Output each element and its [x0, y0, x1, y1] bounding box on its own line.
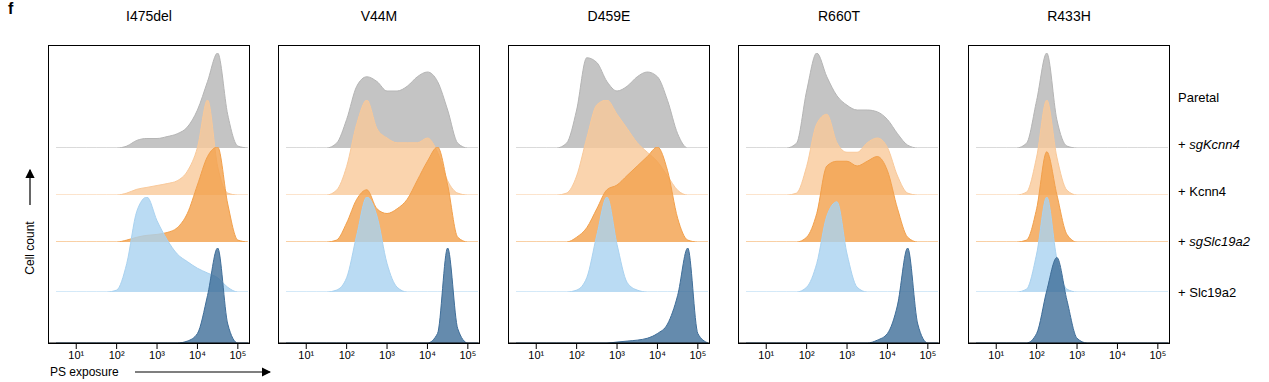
- svg-text:10⁴: 10⁴: [189, 349, 206, 361]
- svg-text:10⁵: 10⁵: [229, 349, 246, 361]
- html-text:+ Slc19a2: + Slc19a2: [1178, 285, 1237, 300]
- svg-text:10⁴: 10⁴: [419, 349, 436, 361]
- svg-text:10³: 10³: [1069, 349, 1085, 361]
- html-text:f: f: [8, 0, 14, 17]
- svg-text:10³: 10³: [149, 349, 165, 361]
- svg-text:10³: 10³: [839, 349, 855, 361]
- svg-text:10³: 10³: [609, 349, 625, 361]
- svg-text:10³: 10³: [379, 349, 395, 361]
- svg-text:10¹: 10¹: [758, 349, 774, 361]
- svg-text:10²: 10²: [109, 349, 125, 361]
- svg-text:10¹: 10¹: [68, 349, 84, 361]
- svg-text:10¹: 10¹: [298, 349, 314, 361]
- html-text:V44M: V44M: [360, 8, 398, 24]
- svg-text:10²: 10²: [799, 349, 815, 361]
- html-text:R433H: R433H: [1047, 8, 1091, 24]
- svg-text:Cell count: Cell count: [23, 221, 37, 275]
- html-text:R660T: R660T: [818, 8, 860, 24]
- svg-text:10⁴: 10⁴: [879, 349, 896, 361]
- svg-text:10⁵: 10⁵: [459, 349, 476, 361]
- html-text:Paretal: Paretal: [1178, 90, 1220, 105]
- svg-text:10⁵: 10⁵: [1149, 349, 1166, 361]
- svg-text:10²: 10²: [569, 349, 585, 361]
- svg-text:10⁵: 10⁵: [689, 349, 706, 361]
- html-text:+ sgKcnn4: + sgKcnn4: [1178, 137, 1240, 152]
- svg-text:10¹: 10¹: [528, 349, 544, 361]
- svg-text:10⁴: 10⁴: [1109, 349, 1126, 361]
- html-text:D459E: D459E: [587, 8, 631, 24]
- svg-text:10²: 10²: [339, 349, 355, 361]
- svg-text:10¹: 10¹: [988, 349, 1004, 361]
- html-text:I475del: I475del: [126, 8, 172, 24]
- svg-text:10⁵: 10⁵: [919, 349, 936, 361]
- html-text:+ sgSlc19a2: + sgSlc19a2: [1178, 234, 1250, 249]
- svg-text:PS exposure: PS exposure: [50, 365, 119, 379]
- svg-text:10⁴: 10⁴: [649, 349, 666, 361]
- html-text:+ Kcnn4: + Kcnn4: [1178, 184, 1227, 199]
- svg-text:10²: 10²: [1029, 349, 1045, 361]
